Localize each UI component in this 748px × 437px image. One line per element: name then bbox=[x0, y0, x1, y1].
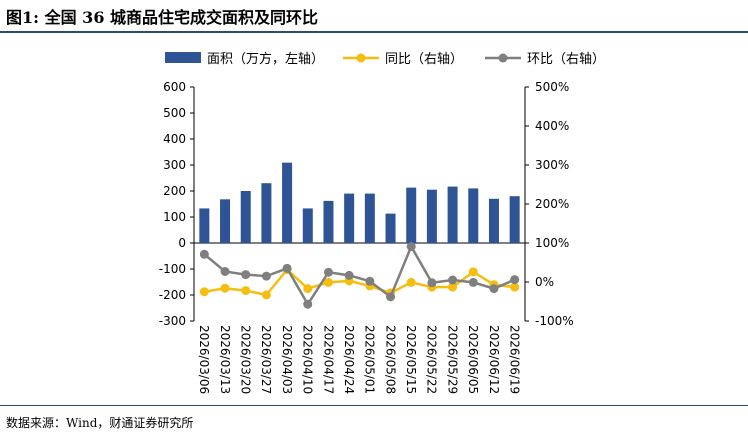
legend-marker bbox=[498, 53, 508, 63]
x-tick-label: 2026/04/17 bbox=[321, 325, 335, 394]
right-tick-label: 500% bbox=[535, 80, 569, 94]
legend-mom: 环比（右轴） bbox=[485, 52, 605, 67]
yoy-point bbox=[199, 287, 209, 297]
bar-area bbox=[509, 196, 520, 243]
left-tick-label: -200 bbox=[159, 288, 186, 302]
right-tick-label: 0% bbox=[535, 275, 554, 289]
mom-point bbox=[427, 278, 437, 288]
legend: 面积（万方，左轴） 同比（右轴） 环比（右轴） bbox=[165, 51, 605, 67]
left-tick-label: 200 bbox=[163, 184, 186, 198]
bar-area bbox=[282, 162, 293, 243]
bar-area bbox=[447, 186, 458, 243]
right-tick-label: 300% bbox=[535, 158, 569, 172]
mom-point bbox=[365, 276, 375, 286]
mom-point bbox=[303, 299, 313, 309]
x-tick-label: 2026/03/13 bbox=[218, 325, 232, 394]
bar-area bbox=[220, 199, 231, 243]
bar-area bbox=[406, 187, 417, 243]
right-tick-label: 100% bbox=[535, 236, 569, 250]
yoy-point bbox=[510, 282, 520, 292]
yoy-point bbox=[241, 286, 251, 296]
bar-area bbox=[468, 188, 479, 243]
mom-point bbox=[448, 275, 458, 285]
yoy-point bbox=[303, 284, 313, 294]
mom-point bbox=[489, 284, 499, 294]
left-tick-label: 300 bbox=[163, 158, 186, 172]
right-tick-label: 400% bbox=[535, 119, 569, 133]
bar-area bbox=[199, 208, 210, 243]
source-note: 数据来源：Wind，财通证券研究所 bbox=[6, 416, 194, 430]
right-tick-label: 200% bbox=[535, 197, 569, 211]
x-tick-label: 2026/05/01 bbox=[363, 325, 377, 394]
bar-area bbox=[426, 189, 437, 243]
mom-point bbox=[323, 267, 333, 277]
mom-point bbox=[344, 270, 354, 280]
bar-area bbox=[302, 208, 313, 243]
yoy-point bbox=[323, 277, 333, 287]
x-tick-label: 2026/05/22 bbox=[425, 325, 439, 394]
mom-point bbox=[199, 249, 209, 259]
yoy-point bbox=[406, 277, 416, 287]
yoy-point bbox=[468, 267, 478, 277]
left-tick-label: -300 bbox=[159, 314, 186, 328]
yoy-line bbox=[204, 267, 515, 297]
legend-label: 环比（右轴） bbox=[527, 52, 605, 67]
left-tick-label: -100 bbox=[159, 262, 186, 276]
mom-point bbox=[406, 242, 416, 252]
x-tick-label: 2026/03/06 bbox=[197, 325, 211, 394]
mom-point bbox=[510, 275, 520, 285]
legend-yoy: 同比（右轴） bbox=[343, 52, 463, 67]
x-tick-label: 2026/03/27 bbox=[259, 325, 273, 394]
right-tick-label: -100% bbox=[535, 314, 574, 328]
mom-point bbox=[261, 271, 271, 281]
legend-marker bbox=[356, 53, 366, 63]
x-tick-label: 2026/05/29 bbox=[445, 325, 459, 394]
legend-label: 面积（万方，左轴） bbox=[207, 51, 324, 67]
left-tick-label: 0 bbox=[178, 236, 186, 250]
bar-area bbox=[323, 200, 334, 243]
mom-point bbox=[386, 292, 396, 302]
x-tick-label: 2026/04/24 bbox=[342, 325, 356, 394]
bar-area bbox=[488, 198, 499, 243]
title-divider bbox=[0, 31, 748, 33]
legend-area: 面积（万方，左轴） bbox=[165, 51, 324, 67]
yoy-point bbox=[220, 283, 230, 293]
x-tick-label: 2026/03/20 bbox=[239, 325, 253, 394]
bar-area bbox=[385, 213, 396, 243]
bar-area bbox=[344, 193, 355, 243]
yoy-point bbox=[448, 282, 458, 292]
mom-point bbox=[282, 263, 292, 273]
chart-title: 图1: 全国 36 城商品住宅成交面积及同环比 bbox=[6, 8, 319, 27]
bar-area bbox=[261, 183, 272, 243]
x-tick-label: 2026/06/05 bbox=[466, 325, 480, 394]
x-tick-label: 2026/05/15 bbox=[404, 325, 418, 394]
left-tick-label: 100 bbox=[163, 210, 186, 224]
mom-point bbox=[220, 266, 230, 276]
x-tick-label: 2026/04/03 bbox=[280, 325, 294, 394]
left-tick-label: 400 bbox=[163, 132, 186, 146]
bar-area bbox=[240, 191, 251, 243]
legend-label: 同比（右轴） bbox=[385, 52, 463, 67]
x-tick-label: 2026/05/08 bbox=[383, 325, 397, 394]
x-tick-label: 2026/06/12 bbox=[487, 325, 501, 394]
bar-area bbox=[364, 193, 375, 243]
left-tick-label: 500 bbox=[163, 106, 186, 120]
x-tick-label: 2026/06/19 bbox=[507, 325, 521, 394]
mom-line bbox=[203, 243, 516, 307]
legend-swatch bbox=[165, 52, 201, 63]
mom-point bbox=[468, 277, 478, 287]
source-divider bbox=[0, 405, 748, 406]
mom-point bbox=[241, 270, 251, 280]
left-tick-label: 600 bbox=[163, 80, 186, 94]
x-tick-label: 2026/04/10 bbox=[301, 325, 315, 394]
yoy-point bbox=[261, 290, 271, 300]
